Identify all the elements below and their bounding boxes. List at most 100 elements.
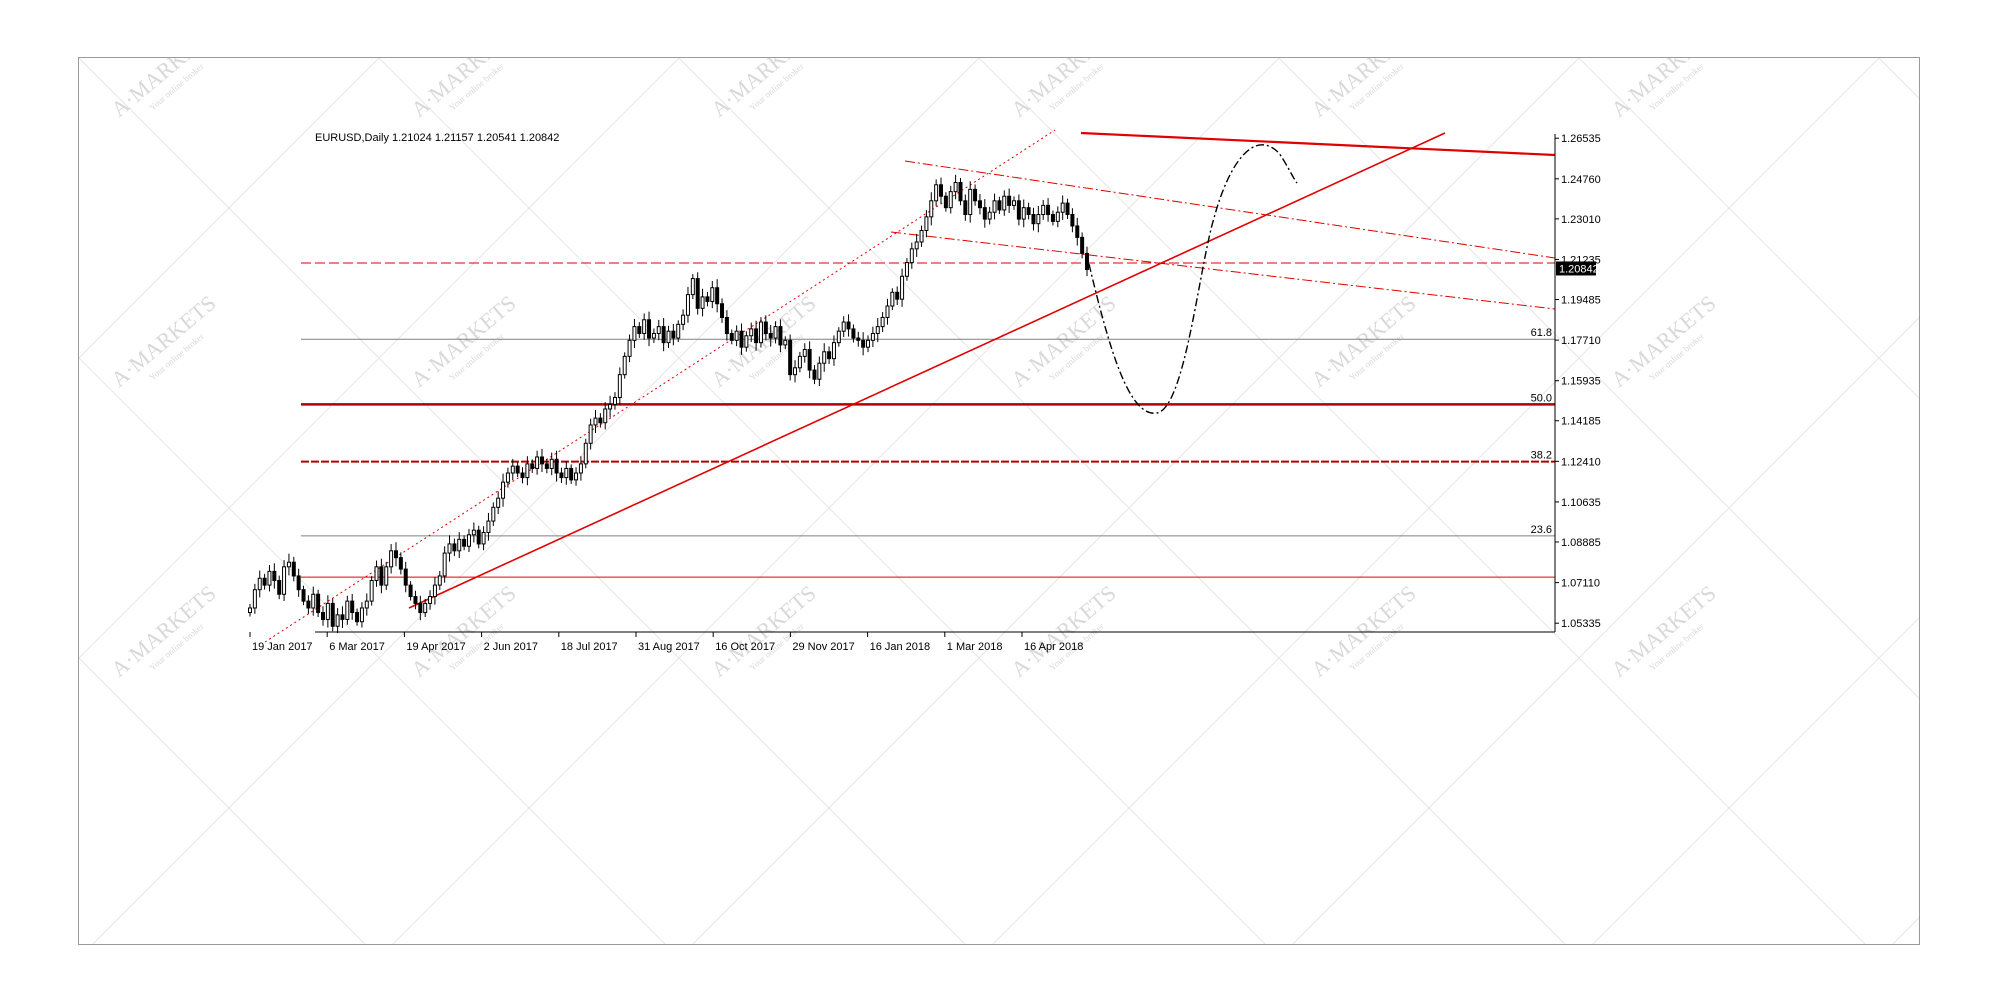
candle [900,268,905,307]
watermark-brand: A·MARKETS [1306,290,1420,392]
candle [968,181,973,223]
candle-body [291,561,296,577]
candle-body [428,596,433,604]
watermark-diagonal [1278,58,1919,699]
candle [612,392,617,410]
candle [914,233,919,257]
candle [754,320,759,351]
candle [505,467,510,488]
uptrend-line [408,132,1446,609]
candle [578,456,583,481]
candle [934,179,939,207]
candle-body [685,294,690,316]
candle-body [306,600,311,609]
candle [481,526,486,551]
candle [895,286,900,305]
candle-body [890,291,895,307]
watermark-brand: A·MARKETS [106,290,220,392]
candle-body [574,472,579,481]
candle [681,309,686,331]
x-tick-label: 16 Jan 2018 [870,641,931,653]
candle-body [1065,202,1070,216]
candle-body [262,577,267,586]
candle-body [286,561,291,568]
candle [447,535,452,562]
candle-body [793,367,798,376]
x-tick-label: 16 Apr 2018 [1024,641,1083,653]
candle [929,192,934,226]
candle [788,334,793,381]
watermark-diagonal [1292,317,1919,944]
candle [622,352,627,379]
candle-body [1055,211,1060,222]
candle [525,456,530,486]
candle [1085,246,1089,277]
candle [350,593,355,620]
candle-body [870,332,875,341]
candle-body [564,467,569,479]
candle [1041,199,1046,220]
candle-body [272,570,277,582]
watermark-diagonal [392,58,1280,944]
candle [802,343,807,363]
y-tick-label: 1.19485 [1561,295,1601,307]
watermark-diagonal [992,58,1880,944]
candle [656,319,661,341]
y-tick-label: 1.14185 [1561,416,1601,428]
candle-body [827,351,832,360]
watermark-brand: A·MARKETS [706,580,820,682]
candle-body [1012,200,1017,206]
candle-body [505,472,510,483]
watermark-diagonal [79,657,366,944]
candle [476,525,481,549]
candle-body [749,328,754,337]
x-tick-label: 31 Aug 2017 [638,641,700,653]
candle [1021,199,1026,228]
candle [963,194,968,221]
candle-body [973,188,978,202]
candle [793,360,798,383]
candle [306,595,311,614]
candle-body [510,465,515,474]
candle-body [934,184,939,202]
candle-body [768,332,773,339]
candle [510,458,515,481]
candle [870,326,875,348]
candle-body [1036,214,1041,225]
candle [418,595,423,621]
candle [836,327,841,347]
candle [520,467,525,484]
candle-body [647,319,652,339]
candle-body [797,355,802,369]
y-tick-label: 1.07110 [1561,578,1600,590]
candle-body [491,506,496,522]
x-tick-label: 16 Oct 2017 [715,641,775,653]
candle [574,467,579,486]
candle [486,512,491,541]
candle-body [909,248,914,264]
candle-body [535,456,540,469]
watermark-brand: A·MARKETS [1006,580,1120,682]
candle-body [340,614,345,620]
watermark-diagonal [79,357,666,944]
watermark-diagonal [79,58,680,659]
candle [632,318,637,349]
candle-body [666,330,671,344]
candle [413,590,418,610]
candle-body [642,319,647,334]
candle [817,356,822,386]
projection-curve [1088,144,1298,414]
candle-body [403,568,408,586]
candle-body [836,330,841,344]
candle [452,538,457,557]
candle-body [617,374,622,399]
candle-body [700,296,705,309]
candle-body [364,600,369,609]
fib-label-61-8: 61.8 [1531,327,1552,339]
candle [676,320,681,343]
candle-body [822,351,827,364]
